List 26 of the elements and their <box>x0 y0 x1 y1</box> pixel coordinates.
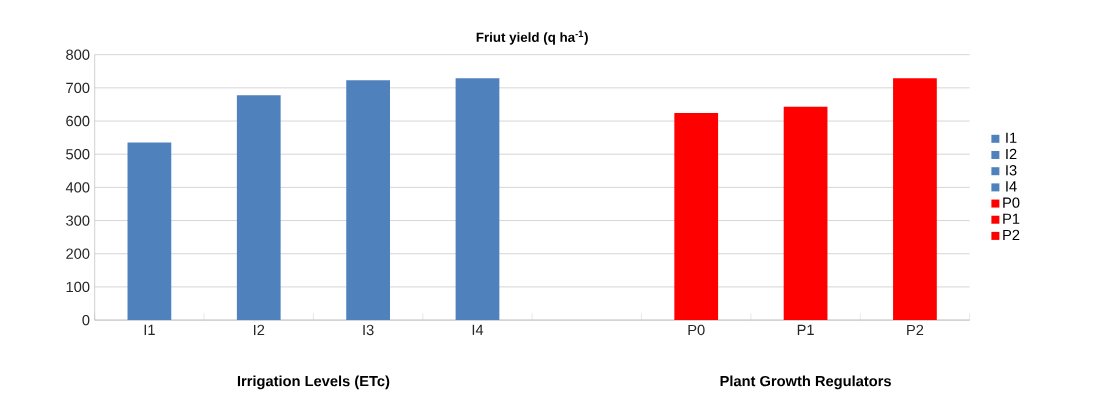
y-tick-label: 600 <box>66 115 90 127</box>
legend-label: P2 <box>1003 229 1020 240</box>
y-tick-label: 700 <box>66 82 90 94</box>
text: Irrigation Levels (ETc) <box>237 375 390 390</box>
y-tick-label: 400 <box>65 182 90 193</box>
y-tick-label: 500 <box>66 148 90 160</box>
y-tick-label: 0 <box>82 314 90 326</box>
y-tick-label: 100 <box>66 281 90 293</box>
x-tick-label: I2 <box>254 324 265 335</box>
x-tick-label: I4 <box>472 324 484 335</box>
legend-label: I2 <box>1006 148 1017 160</box>
x-tick-label: P0 <box>688 324 705 336</box>
legend-label: I3 <box>1006 165 1017 176</box>
y-tick-label: 800 <box>66 49 90 60</box>
y-tick-label: 300 <box>66 215 90 226</box>
legend-label: P1 <box>1003 213 1020 224</box>
x-tick-label: I3 <box>363 324 374 336</box>
legend-label: I1 <box>1006 132 1017 143</box>
legend-label: I4 <box>1006 181 1017 192</box>
x-tick-label: P2 <box>907 324 924 335</box>
text: Plant Growth Regulators <box>720 375 891 390</box>
y-tick-label: 200 <box>66 248 90 259</box>
x-tick-label: P1 <box>797 324 814 335</box>
chart-title: Friut yield (q ha$^{-1}$) <box>476 30 588 45</box>
legend-label: P0 <box>1003 197 1020 208</box>
x-tick-label: I1 <box>144 324 155 335</box>
